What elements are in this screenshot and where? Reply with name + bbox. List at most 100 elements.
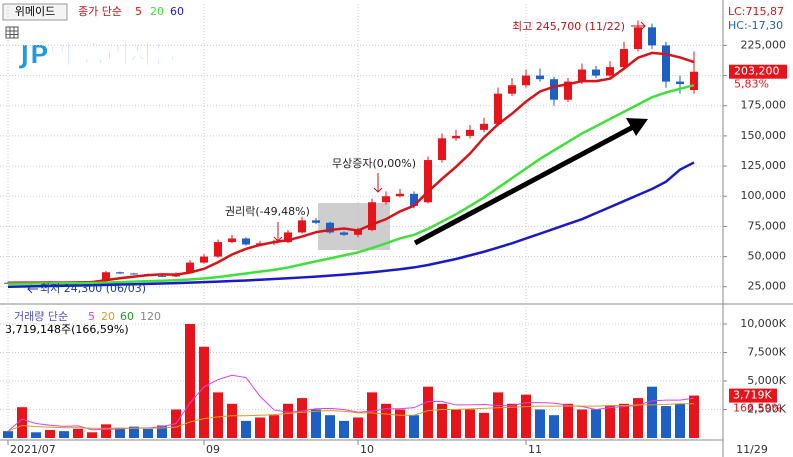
volume-bar — [227, 403, 237, 438]
volume-bar — [549, 415, 559, 438]
volume-bar — [339, 420, 349, 438]
candle-body — [508, 85, 516, 94]
candle-body — [102, 272, 110, 281]
y-tick-label: 225,000 — [741, 38, 787, 51]
candle-body — [200, 256, 208, 263]
volume-bar — [115, 427, 125, 438]
candle-body — [242, 238, 250, 245]
candle-body — [368, 202, 376, 231]
y-tick-label: 150,000 — [741, 129, 787, 142]
volume-bar — [185, 323, 195, 438]
last-volume-ratio: 166,59% — [733, 402, 782, 415]
y-tick-label: 7,500K — [747, 345, 786, 358]
annotation: 권리락(-49,48%) — [225, 205, 310, 218]
last-volume-box — [729, 388, 777, 403]
volume-bar — [423, 386, 433, 438]
annotation-arrow — [373, 173, 383, 193]
candle-body — [396, 193, 404, 197]
volume-bar — [59, 431, 69, 438]
volume-bar — [661, 406, 671, 438]
volume-bar — [605, 406, 615, 438]
volume-bar — [143, 428, 153, 438]
candle-body — [536, 75, 544, 80]
moving-average — [7, 403, 694, 432]
volume-bar — [395, 409, 405, 438]
volume-bar — [689, 395, 699, 438]
volume-bar — [73, 428, 83, 438]
volume-bar — [521, 394, 531, 438]
volume-bar — [619, 403, 629, 438]
price-legend-prefix: 종가 단순 — [78, 5, 122, 18]
lc-indicator: LC:715,87 — [728, 5, 784, 18]
volume-bar — [45, 430, 55, 438]
candle-body — [284, 232, 292, 243]
annotation: 최고 245,700 (11/22) — [512, 20, 625, 33]
volume-bar — [3, 431, 13, 438]
candle-body — [480, 123, 488, 130]
legend-entry: 5 — [135, 5, 142, 18]
candle-body — [620, 49, 628, 68]
annotation: 무상증자(0,00%) — [332, 157, 416, 170]
volume-bar — [535, 409, 545, 438]
candle-body — [522, 75, 530, 86]
candle-body — [662, 45, 670, 82]
candle-body — [382, 196, 390, 203]
annotation-arrow — [273, 222, 283, 242]
candle-body — [452, 135, 460, 139]
legend-entry: 20 — [150, 5, 164, 18]
grid-icon-frame — [5, 26, 19, 39]
legend-entry: 5 — [88, 310, 95, 323]
candle-body — [578, 69, 586, 82]
volume-bar — [311, 409, 321, 438]
candle-body — [410, 193, 418, 206]
volume-bar — [17, 407, 27, 438]
volume-bar — [101, 424, 111, 438]
volume-bar — [31, 432, 41, 438]
stock-button[interactable] — [2, 3, 68, 21]
candle-body — [312, 220, 320, 223]
volume-bar — [87, 432, 97, 438]
candle-body — [214, 242, 222, 257]
y-tick-label: 5,000K — [747, 374, 786, 387]
volume-bar — [367, 392, 377, 438]
candle-body — [326, 222, 334, 233]
x-tick-label: 09 — [206, 443, 220, 456]
last-price-box — [729, 64, 787, 79]
volume-bar — [409, 415, 419, 438]
volume-bar — [577, 409, 587, 438]
volume-bar — [465, 409, 475, 438]
candle-body — [438, 138, 446, 161]
volume-bar — [129, 426, 139, 438]
volume-bar — [493, 392, 503, 438]
candle-body — [298, 220, 306, 233]
candle-body — [466, 129, 474, 136]
candle-body — [592, 69, 600, 76]
volume-bar — [507, 403, 517, 438]
y-tick-label: 25,000 — [748, 280, 787, 293]
volume-bar — [297, 398, 307, 438]
candle-body — [158, 275, 166, 277]
volume-bar — [353, 417, 363, 438]
candle-body — [606, 67, 614, 76]
volume-bar — [157, 425, 167, 438]
volume-bar — [325, 415, 335, 438]
y-tick-label: 125,000 — [741, 159, 787, 172]
candle-body — [494, 93, 502, 124]
moving-average — [7, 84, 695, 285]
candle-body — [186, 262, 194, 273]
volume-bar — [563, 403, 573, 438]
last-date: 11/29 — [736, 443, 768, 456]
grid-icon[interactable] — [5, 26, 19, 39]
annotation: 최저 24,300 (06/03) — [40, 282, 146, 295]
x-tick-label: 2021/07 — [10, 443, 56, 456]
legend-entry: 20 — [101, 310, 115, 323]
volume-bar — [479, 412, 489, 438]
candle-body — [116, 272, 124, 274]
candle-body — [354, 230, 362, 235]
y-tick-label: 75,000 — [748, 219, 787, 232]
candle-body — [690, 71, 698, 91]
moving-average — [7, 161, 695, 288]
annotation-arrow — [27, 284, 38, 294]
stock-name: 위메이드 — [15, 5, 55, 18]
